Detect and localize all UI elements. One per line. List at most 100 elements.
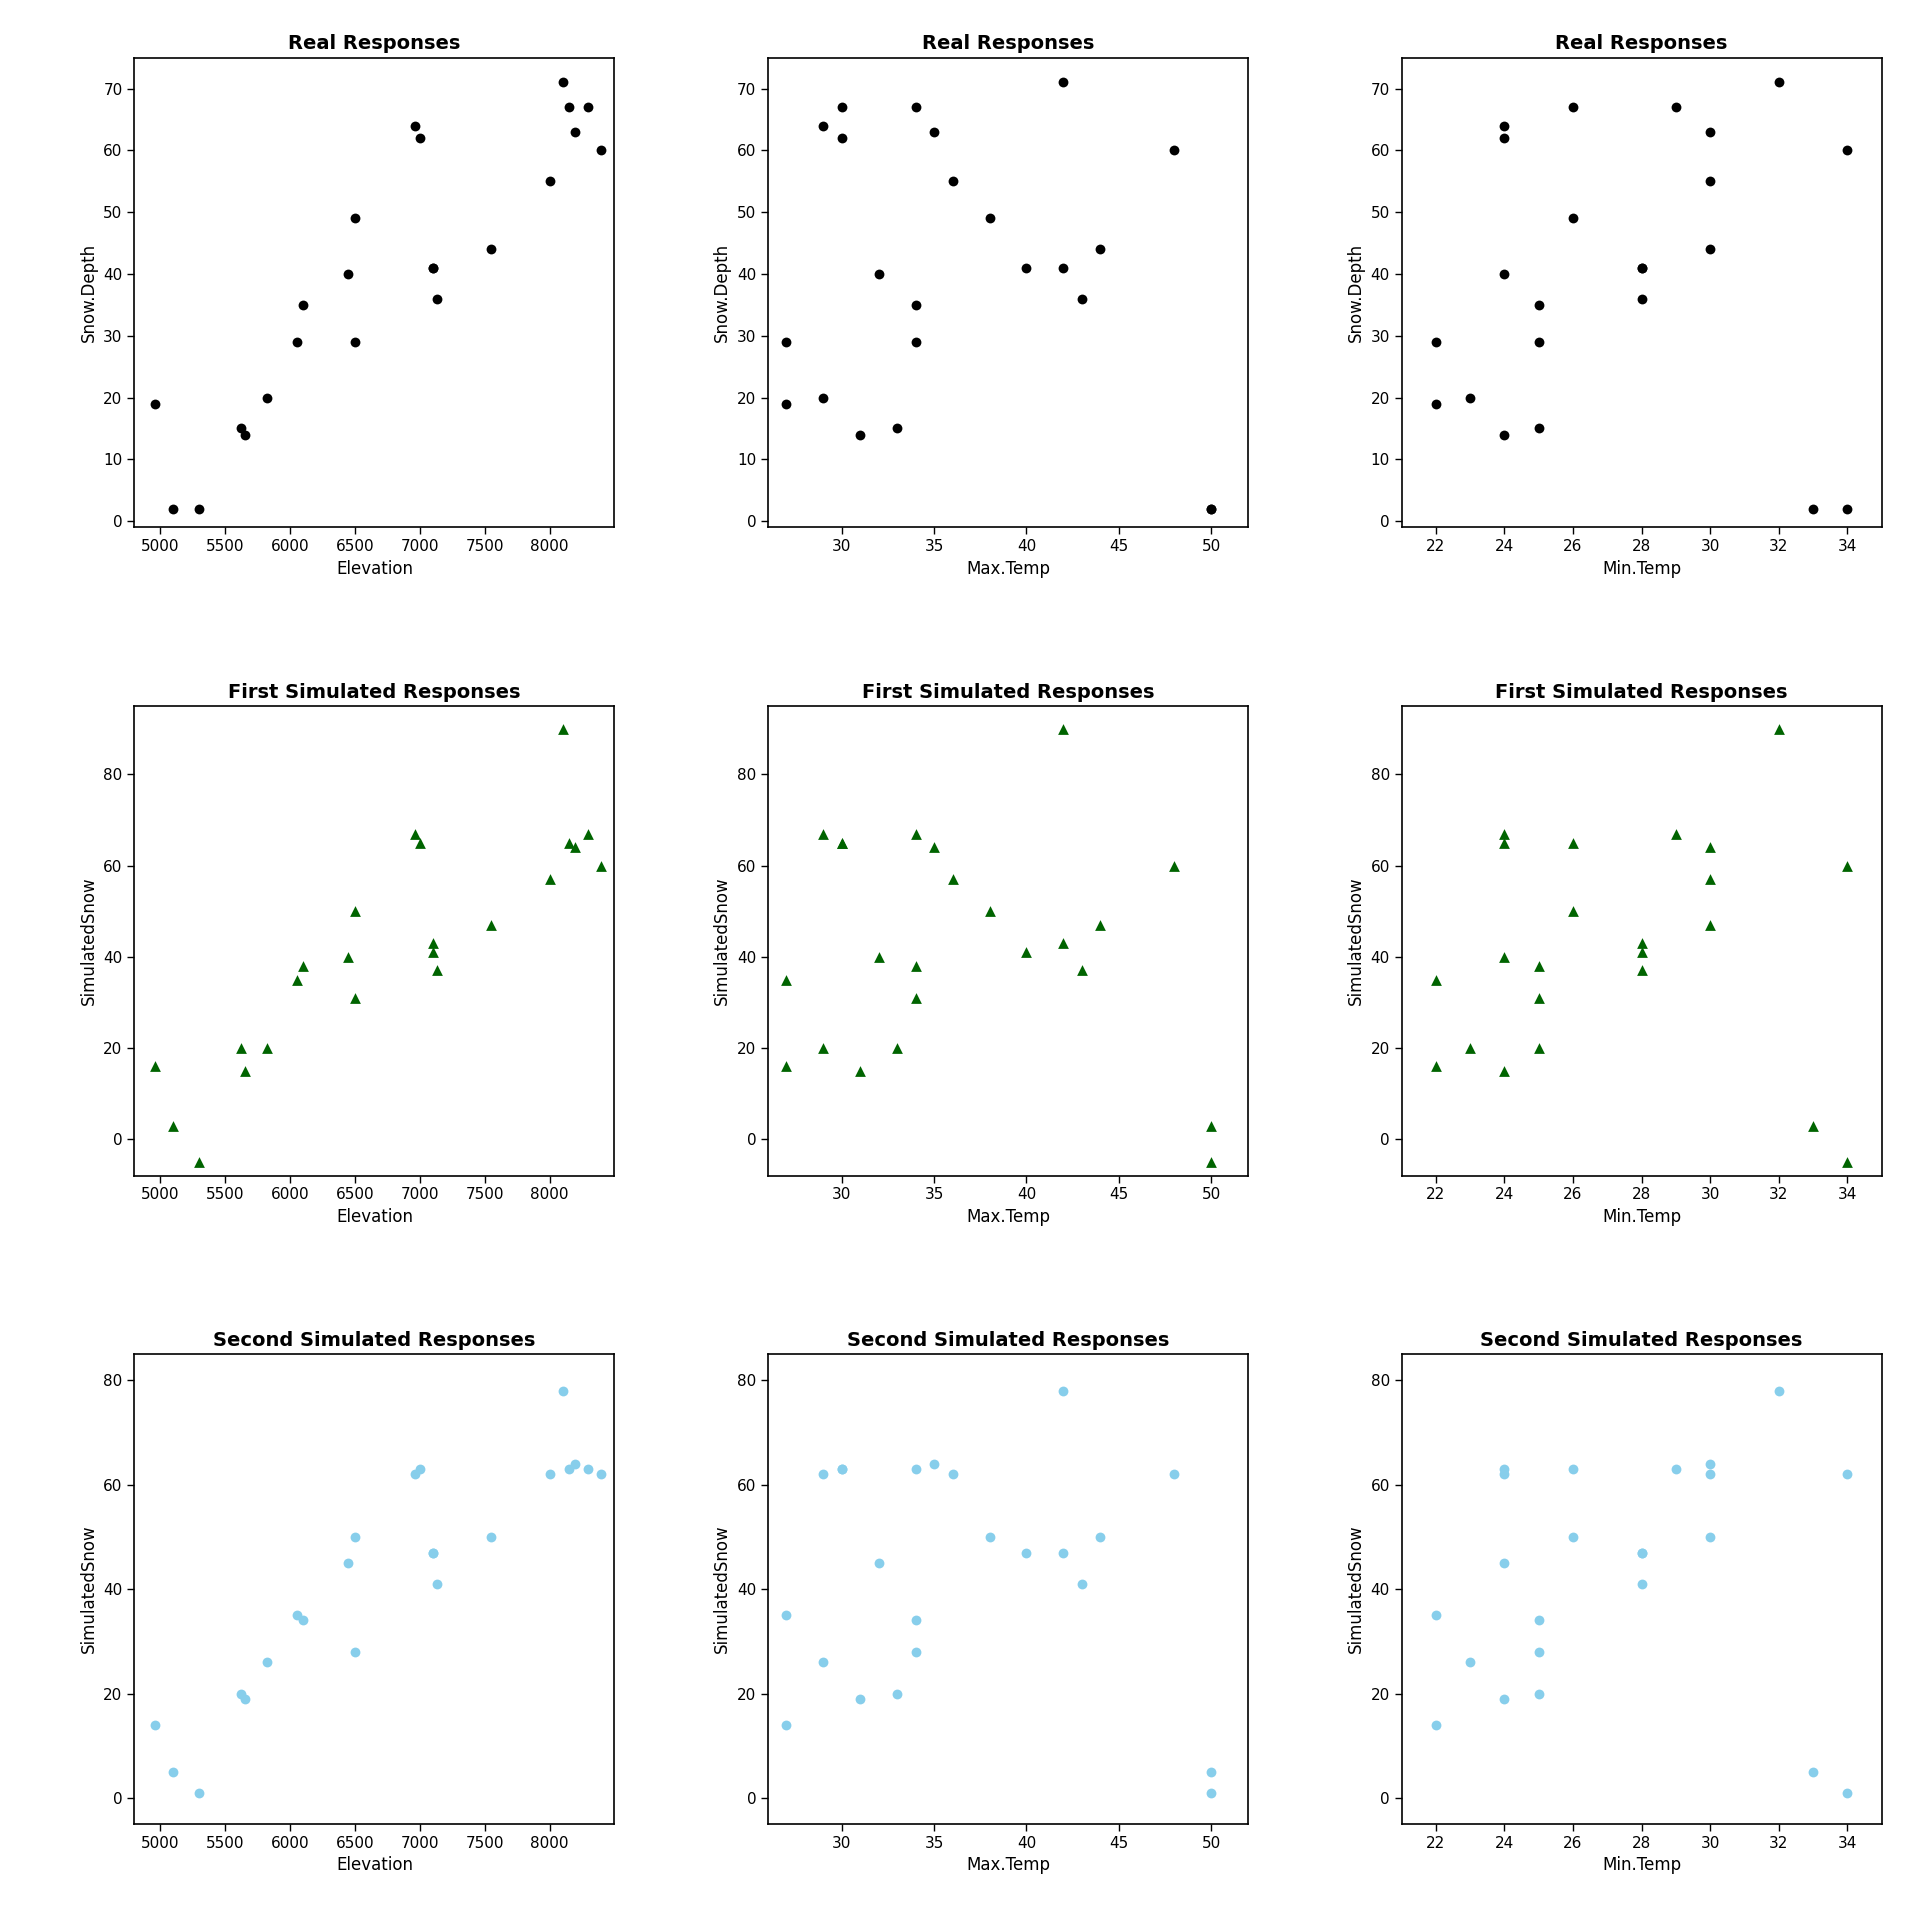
Title: First Simulated Responses: First Simulated Responses: [862, 684, 1154, 701]
Point: [1160, 851, 1190, 881]
Point: [280, 326, 311, 357]
Point: [937, 165, 968, 196]
Point: [1523, 326, 1553, 357]
Point: [1797, 493, 1828, 524]
Point: [140, 388, 171, 419]
Point: [420, 284, 451, 315]
Point: [340, 1521, 371, 1551]
Point: [1012, 1538, 1043, 1569]
Y-axis label: SimulatedSnow: SimulatedSnow: [79, 1524, 98, 1653]
Point: [1196, 1757, 1227, 1788]
Point: [881, 413, 912, 444]
Point: [1048, 714, 1079, 745]
Point: [1557, 1521, 1588, 1551]
Point: [1626, 252, 1657, 282]
Point: [420, 954, 451, 985]
Point: [340, 983, 371, 1014]
Point: [572, 1453, 603, 1484]
Y-axis label: SimulatedSnow: SimulatedSnow: [1346, 1524, 1365, 1653]
Point: [1523, 413, 1553, 444]
Point: [420, 1569, 451, 1599]
Point: [1832, 851, 1862, 881]
Point: [772, 388, 803, 419]
Point: [586, 1459, 616, 1490]
Point: [572, 92, 603, 123]
Point: [881, 1033, 912, 1064]
Point: [845, 1684, 876, 1715]
Point: [280, 1599, 311, 1630]
Point: [1085, 234, 1116, 265]
Point: [476, 1521, 507, 1551]
Point: [1421, 1599, 1452, 1630]
Point: [340, 897, 371, 927]
Point: [1626, 1569, 1657, 1599]
Title: First Simulated Responses: First Simulated Responses: [1496, 684, 1788, 701]
Point: [399, 1459, 430, 1490]
Point: [1695, 117, 1726, 148]
Point: [417, 252, 447, 282]
Point: [1832, 493, 1862, 524]
Point: [826, 828, 856, 858]
Point: [1832, 1778, 1862, 1809]
Point: [1695, 165, 1726, 196]
Point: [1421, 1050, 1452, 1081]
Point: [1196, 1778, 1227, 1809]
Point: [1048, 67, 1079, 98]
Point: [1763, 1375, 1793, 1405]
Title: First Simulated Responses: First Simulated Responses: [228, 684, 520, 701]
Point: [1626, 252, 1657, 282]
Point: [864, 1548, 895, 1578]
Point: [561, 1448, 591, 1478]
Point: [1012, 937, 1043, 968]
Point: [252, 1033, 282, 1064]
Y-axis label: Snow.Depth: Snow.Depth: [1346, 244, 1365, 342]
Point: [845, 419, 876, 449]
Point: [332, 1548, 363, 1578]
Point: [417, 927, 447, 958]
Point: [1196, 493, 1227, 524]
Point: [826, 1453, 856, 1484]
Point: [1085, 910, 1116, 941]
Point: [586, 851, 616, 881]
Y-axis label: Snow.Depth: Snow.Depth: [712, 244, 732, 342]
Point: [864, 259, 895, 290]
Point: [332, 259, 363, 290]
Point: [553, 1453, 584, 1484]
Point: [1523, 983, 1553, 1014]
Point: [534, 1459, 564, 1490]
Point: [1661, 92, 1692, 123]
X-axis label: Max.Temp: Max.Temp: [966, 1208, 1050, 1227]
Point: [1832, 1459, 1862, 1490]
Point: [417, 1538, 447, 1569]
Point: [1490, 1548, 1521, 1578]
Point: [1695, 234, 1726, 265]
Point: [1626, 1538, 1657, 1569]
Point: [1695, 1521, 1726, 1551]
Point: [1695, 831, 1726, 862]
X-axis label: Elevation: Elevation: [336, 1208, 413, 1227]
Point: [1523, 950, 1553, 981]
Point: [417, 1538, 447, 1569]
Point: [228, 1684, 259, 1715]
Point: [920, 1448, 950, 1478]
Point: [808, 382, 839, 413]
Point: [1012, 252, 1043, 282]
Point: [1557, 897, 1588, 927]
Point: [881, 1678, 912, 1709]
Point: [225, 1033, 255, 1064]
Point: [864, 941, 895, 972]
Point: [845, 1056, 876, 1087]
Point: [772, 1050, 803, 1081]
Point: [1421, 388, 1452, 419]
Point: [1455, 382, 1486, 413]
Point: [1196, 493, 1227, 524]
Point: [405, 123, 436, 154]
Point: [1490, 1684, 1521, 1715]
X-axis label: Elevation: Elevation: [336, 1857, 413, 1874]
Point: [417, 252, 447, 282]
Point: [547, 67, 578, 98]
Point: [1661, 1453, 1692, 1484]
Point: [1048, 1375, 1079, 1405]
X-axis label: Max.Temp: Max.Temp: [966, 561, 1050, 578]
Point: [1832, 134, 1862, 165]
